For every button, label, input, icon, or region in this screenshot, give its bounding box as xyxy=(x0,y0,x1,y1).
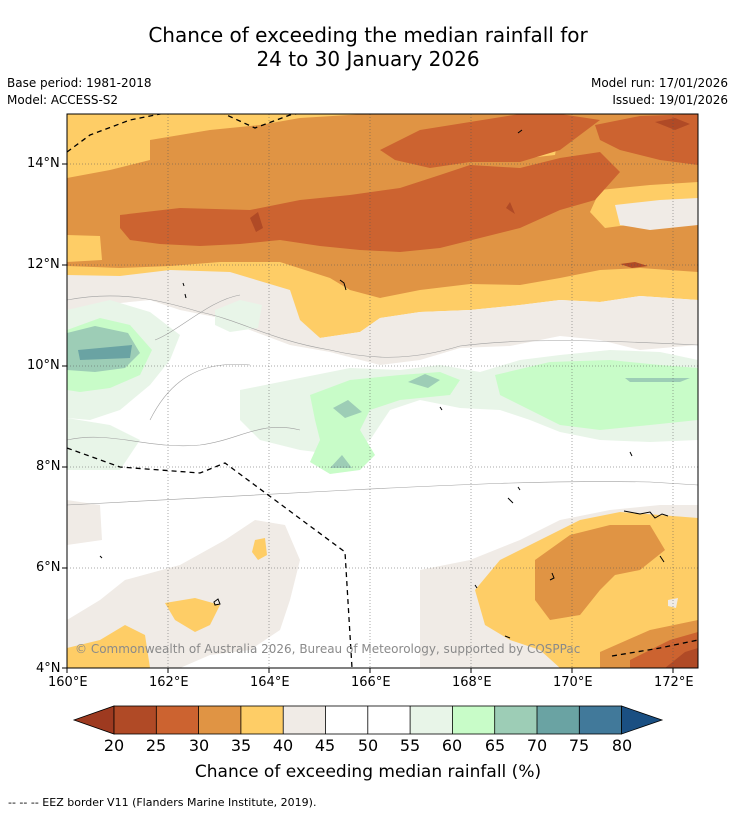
field-deep-teal-west xyxy=(78,345,132,360)
map-title-line1: Chance of exceeding the median rainfall … xyxy=(148,23,588,47)
colorbar-75-80 xyxy=(579,706,622,734)
field-light-orange-patch3 xyxy=(67,235,102,262)
colorbar-label-80: 80 xyxy=(611,736,633,755)
colorbar-low-arrow xyxy=(72,705,115,735)
colorbar-label-25: 25 xyxy=(145,736,167,755)
issued-date: Issued: 19/01/2026 xyxy=(612,93,728,107)
colorbar xyxy=(72,705,664,735)
map-title-line2: 24 to 30 January 2026 xyxy=(256,47,480,71)
lon-label-160e: 160°E xyxy=(48,675,88,690)
field-darkest-1 xyxy=(250,212,263,232)
field-darkest-ne xyxy=(655,118,690,130)
model-name: Model: ACCESS-S2 xyxy=(7,93,119,107)
graticule xyxy=(67,114,698,668)
colorbar-35-40 xyxy=(240,706,284,734)
lon-label-162e: 162°E xyxy=(149,675,189,690)
colorbar-label-70: 70 xyxy=(526,736,548,755)
lat-label-6n: 6°N xyxy=(36,560,61,575)
tick-marks xyxy=(62,163,674,673)
field-teal-mid3 xyxy=(330,455,352,468)
colorbar-20-25 xyxy=(114,706,157,734)
field-light-orange-s2 xyxy=(252,538,267,560)
colorbar-45-50 xyxy=(325,706,368,734)
field-pale-green-patch xyxy=(215,300,262,332)
colorbar-label-45: 45 xyxy=(314,736,336,755)
lon-label-172e: 172°E xyxy=(654,675,694,690)
colorbar-label-20: 20 xyxy=(103,736,125,755)
field-teal-mid2 xyxy=(333,400,362,418)
colorbar-label-65: 65 xyxy=(484,736,506,755)
colorbar-25-30 xyxy=(156,706,199,734)
lat-label-8n: 8°N xyxy=(36,459,61,474)
islands xyxy=(99,129,669,639)
field-dark-orange-north xyxy=(380,114,600,168)
colorbar-40-45 xyxy=(283,706,326,734)
colorbar-label-60: 60 xyxy=(441,736,463,755)
field-teal-mid1 xyxy=(408,374,440,388)
eez-borders xyxy=(67,114,698,668)
field-green-mid xyxy=(310,372,460,474)
colorbar-55-60 xyxy=(410,706,453,734)
lat-label-14n: 14°N xyxy=(27,156,60,171)
field-grey-patch1 xyxy=(615,198,698,230)
colorbar-70-75 xyxy=(537,706,580,734)
probability-field xyxy=(67,114,698,668)
eez-footnote: -- -- -- EEZ border V11 (Flanders Marine… xyxy=(8,796,317,809)
colorbar-label-75: 75 xyxy=(568,736,590,755)
lat-label-10n: 10°N xyxy=(27,358,60,373)
colorbar-label-40: 40 xyxy=(272,736,294,755)
field-teal-east xyxy=(625,378,690,382)
field-grey-north xyxy=(67,270,698,365)
field-pale-green-west xyxy=(67,418,140,470)
field-grey-sw xyxy=(67,500,102,545)
colorbar-label-55: 55 xyxy=(399,736,421,755)
lon-label-164e: 164°E xyxy=(250,675,290,690)
colorbar-label-50: 50 xyxy=(357,736,379,755)
field-mid-orange-se xyxy=(535,525,665,620)
copyright-notice: © Commonwealth of Australia 2026, Bureau… xyxy=(75,642,580,656)
colorbar-60-65 xyxy=(452,706,495,734)
field-green-east xyxy=(495,360,698,430)
lon-label-168e: 168°E xyxy=(452,675,492,690)
field-light-orange-sw xyxy=(67,625,150,668)
base-period: Base period: 1981-2018 xyxy=(7,76,152,90)
field-darkest-2 xyxy=(506,202,515,214)
colorbar-30-35 xyxy=(198,706,241,734)
field-light-orange-s1 xyxy=(165,598,220,632)
colorbar-50-55 xyxy=(367,706,411,734)
model-run: Model run: 17/01/2026 xyxy=(590,76,728,90)
lat-label-12n: 12°N xyxy=(27,257,60,272)
colorbar-high-arrow xyxy=(621,705,664,735)
colorbar-label-30: 30 xyxy=(188,736,210,755)
lon-label-166e: 166°E xyxy=(351,675,391,690)
colorbar-65-70 xyxy=(494,706,537,734)
lat-label-4n: 4°N xyxy=(36,661,61,676)
lon-label-170e: 170°E xyxy=(553,675,593,690)
colorbar-label-35: 35 xyxy=(230,736,252,755)
plot-frame xyxy=(66,113,699,669)
colorbar-title: Chance of exceeding median rainfall (%) xyxy=(194,762,542,782)
